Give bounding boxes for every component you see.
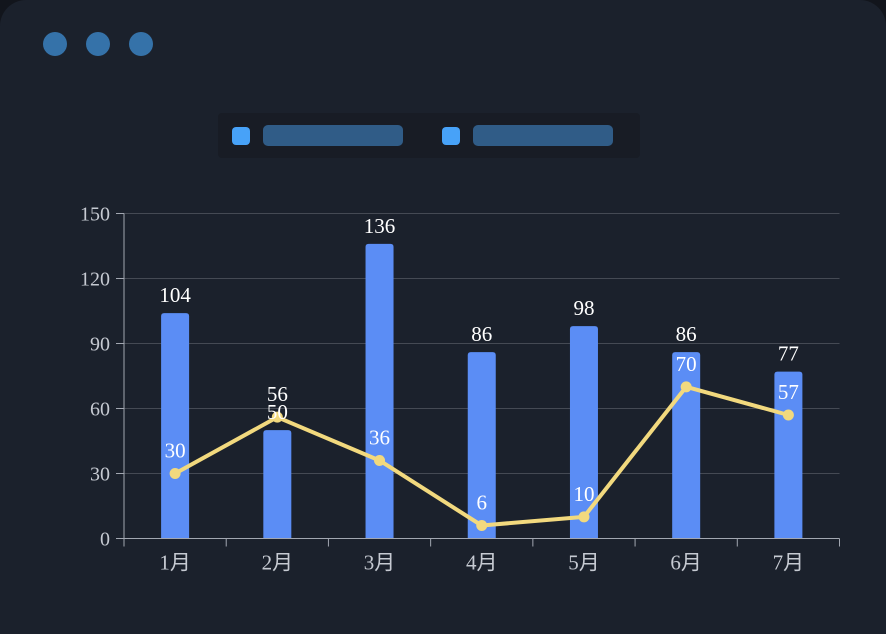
bar[interactable] bbox=[161, 313, 190, 539]
legend-swatch-icon bbox=[442, 126, 460, 145]
legend-swatch-icon bbox=[232, 126, 250, 145]
window-dot-3[interactable] bbox=[129, 32, 153, 56]
bar-value-label: 50 bbox=[267, 400, 288, 424]
x-axis-label: 4月 bbox=[466, 551, 498, 575]
line-point[interactable] bbox=[476, 520, 488, 531]
window-controls bbox=[43, 32, 153, 56]
line-value-label: 30 bbox=[165, 439, 186, 463]
line-point[interactable] bbox=[169, 468, 181, 479]
line-point[interactable] bbox=[680, 381, 692, 393]
legend-item-line-series[interactable] bbox=[442, 125, 613, 146]
bar-value-label: 86 bbox=[676, 322, 697, 346]
line-value-label: 36 bbox=[369, 426, 390, 450]
line-point[interactable] bbox=[271, 411, 283, 423]
x-axis-label: 7月 bbox=[773, 551, 805, 575]
y-axis-label: 60 bbox=[90, 399, 110, 421]
chart-legend bbox=[218, 113, 640, 158]
x-axis-label: 1月 bbox=[159, 551, 191, 575]
bar-value-label: 98 bbox=[573, 296, 594, 320]
y-axis-label: 90 bbox=[90, 334, 110, 356]
x-axis-label: 3月 bbox=[364, 551, 396, 575]
line-value-label: 56 bbox=[267, 382, 288, 406]
line-value-label: 70 bbox=[676, 352, 697, 376]
line-value-label: 6 bbox=[477, 491, 488, 515]
x-axis-label: 5月 bbox=[568, 551, 600, 575]
x-axis-label: 2月 bbox=[262, 551, 294, 575]
bar[interactable] bbox=[672, 352, 701, 539]
y-axis-label: 0 bbox=[100, 529, 110, 551]
y-axis-label: 120 bbox=[80, 269, 110, 291]
line-point[interactable] bbox=[374, 455, 386, 466]
y-axis-label: 150 bbox=[80, 204, 110, 226]
window-dot-1[interactable] bbox=[43, 32, 67, 56]
bar[interactable] bbox=[569, 326, 598, 539]
legend-label-placeholder bbox=[473, 125, 613, 146]
line-point[interactable] bbox=[578, 511, 590, 523]
bar-value-label: 77 bbox=[778, 342, 799, 366]
bar-value-label: 86 bbox=[471, 322, 492, 346]
line-value-label: 10 bbox=[573, 482, 594, 506]
line-value-label: 57 bbox=[778, 380, 799, 404]
bar-value-label: 136 bbox=[364, 214, 396, 238]
window-dot-2[interactable] bbox=[86, 32, 110, 56]
legend-label-placeholder bbox=[263, 125, 403, 146]
bar[interactable] bbox=[467, 352, 496, 539]
y-axis-label: 30 bbox=[90, 464, 110, 486]
legend-item-bar-series[interactable] bbox=[232, 125, 403, 146]
bar[interactable] bbox=[263, 430, 292, 539]
line-point[interactable] bbox=[782, 409, 794, 421]
bar-value-label: 104 bbox=[159, 283, 191, 307]
x-axis-label: 6月 bbox=[670, 551, 702, 575]
bar[interactable] bbox=[365, 243, 394, 539]
